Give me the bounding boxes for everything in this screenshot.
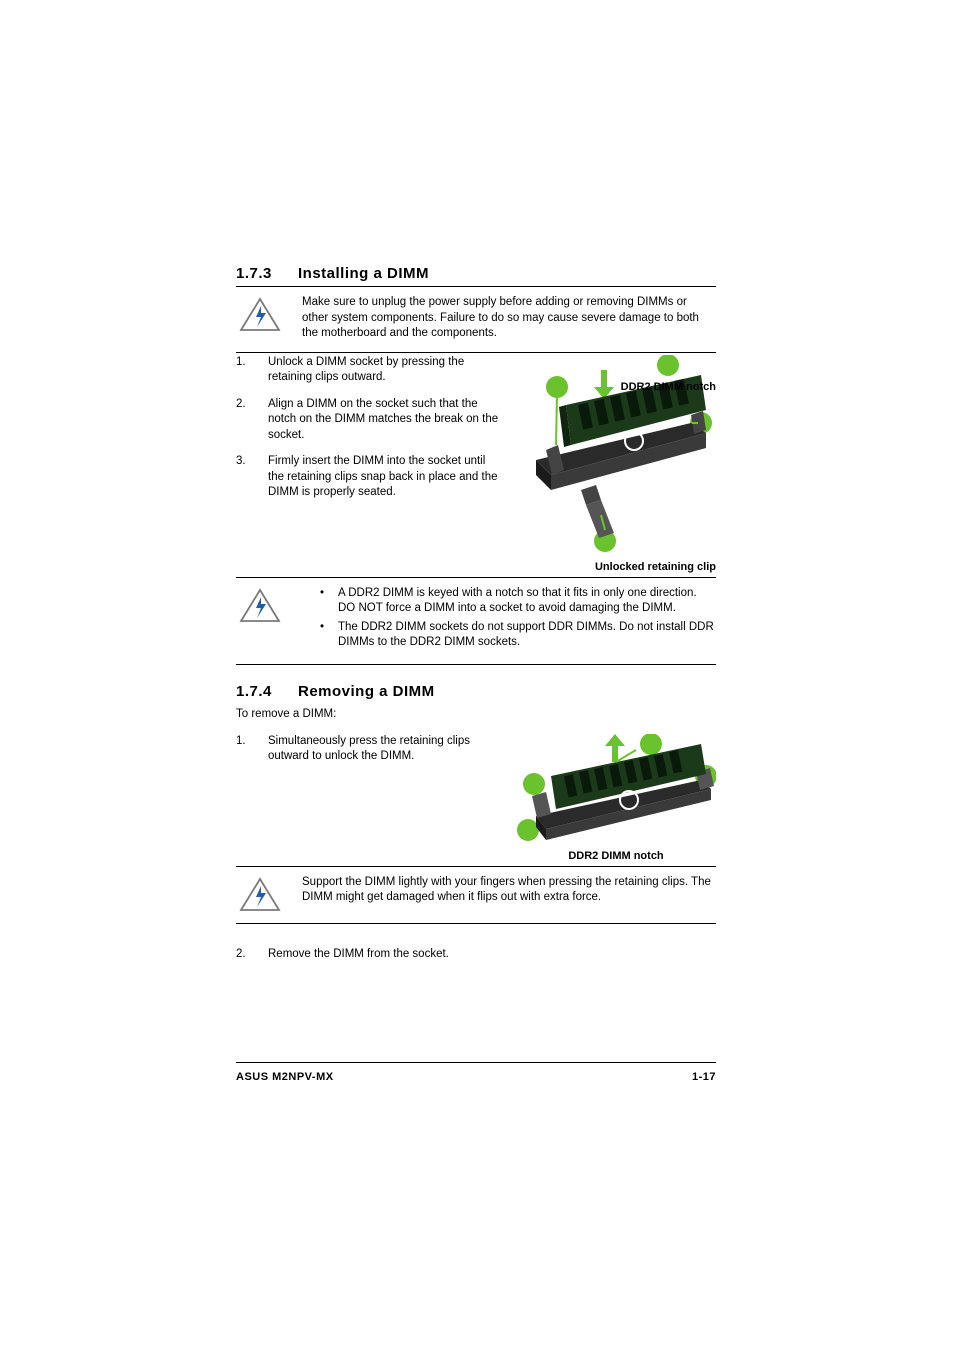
warning-note-remove: Support the DIMM lightly with your finge… — [236, 875, 716, 913]
lightning-warning-icon — [236, 875, 284, 913]
section-heading: Installing a DIMM — [298, 265, 429, 282]
page: 1.7.3Installing a DIMM Make sure to unpl… — [0, 0, 954, 960]
step-number: 3. — [236, 454, 268, 501]
final-step: 2. Remove the DIMM from the socket. — [236, 948, 716, 960]
step-text: Firmly insert the DIMM into the socket u… — [268, 454, 504, 501]
footer-product: ASUS M2NPV-MX — [236, 1071, 334, 1083]
step-item: 1.Simultaneously press the retaining cli… — [236, 734, 504, 765]
step-number: 1. — [236, 734, 268, 765]
info-bullets: •A DDR2 DIMM is keyed with a notch so th… — [302, 586, 716, 654]
section-removing: 1.7.4Removing a DIMM To remove a DIMM: 1… — [236, 683, 716, 960]
section-title-removing: 1.7.4Removing a DIMM — [236, 683, 716, 700]
intro-text: To remove a DIMM: — [236, 708, 716, 720]
step-item: 1.Unlock a DIMM socket by pressing the r… — [236, 355, 504, 386]
remove-steps: 1.Simultaneously press the retaining cli… — [236, 734, 504, 862]
lightning-warning-icon — [236, 586, 284, 624]
figure-label-notch: DDR2 DIMM notch — [516, 850, 716, 862]
divider — [236, 286, 716, 287]
step-text: Remove the DIMM from the socket. — [268, 948, 449, 960]
warning-text: Make sure to unplug the power supply bef… — [302, 295, 716, 342]
bullet-text: A DDR2 DIMM is keyed with a notch so tha… — [338, 586, 716, 617]
install-content: 1.Unlock a DIMM socket by pressing the r… — [236, 355, 716, 573]
step-item: 2.Align a DIMM on the socket such that t… — [236, 397, 504, 444]
bullet-item: •The DDR2 DIMM sockets do not support DD… — [320, 620, 716, 651]
step-text: Unlock a DIMM socket by pressing the ret… — [268, 355, 504, 386]
remove-content: 1.Simultaneously press the retaining cli… — [236, 734, 716, 862]
step-item: 3.Firmly insert the DIMM into the socket… — [236, 454, 504, 501]
warning-note: Make sure to unplug the power supply bef… — [236, 295, 716, 342]
section-title-installing: 1.7.3Installing a DIMM — [236, 265, 716, 282]
bullet-text: The DDR2 DIMM sockets do not support DDR… — [338, 620, 716, 651]
section-heading: Removing a DIMM — [298, 683, 435, 700]
info-note: •A DDR2 DIMM is keyed with a notch so th… — [236, 586, 716, 654]
figure-label-notch: DDR2 DIMM notch — [621, 381, 716, 393]
section-number: 1.7.4 — [236, 683, 298, 700]
footer-page-number: 1-17 — [692, 1071, 716, 1083]
section-number: 1.7.3 — [236, 265, 298, 282]
step-number: 2. — [236, 948, 268, 960]
install-figure: DDR2 DIMM notch — [516, 355, 716, 573]
step-number: 2. — [236, 397, 268, 444]
footer-divider — [236, 1062, 716, 1063]
remove-figure: DDR2 DIMM notch — [516, 734, 716, 862]
bullet-marker: • — [320, 586, 338, 617]
divider — [236, 923, 716, 924]
install-steps: 1.Unlock a DIMM socket by pressing the r… — [236, 355, 504, 573]
figure-label-clip: Unlocked retaining clip — [516, 561, 716, 573]
divider — [236, 664, 716, 665]
step-text: Simultaneously press the retaining clips… — [268, 734, 504, 765]
lightning-warning-icon — [236, 295, 284, 333]
step-text: Align a DIMM on the socket such that the… — [268, 397, 504, 444]
bullet-item: •A DDR2 DIMM is keyed with a notch so th… — [320, 586, 716, 617]
divider — [236, 866, 716, 867]
step-number: 1. — [236, 355, 268, 386]
divider — [236, 577, 716, 578]
divider — [236, 352, 716, 353]
warning-text: Support the DIMM lightly with your finge… — [302, 875, 716, 906]
page-footer: ASUS M2NPV-MX 1-17 — [236, 1062, 716, 1083]
bullet-marker: • — [320, 620, 338, 651]
dimm-remove-illustration — [516, 734, 716, 846]
